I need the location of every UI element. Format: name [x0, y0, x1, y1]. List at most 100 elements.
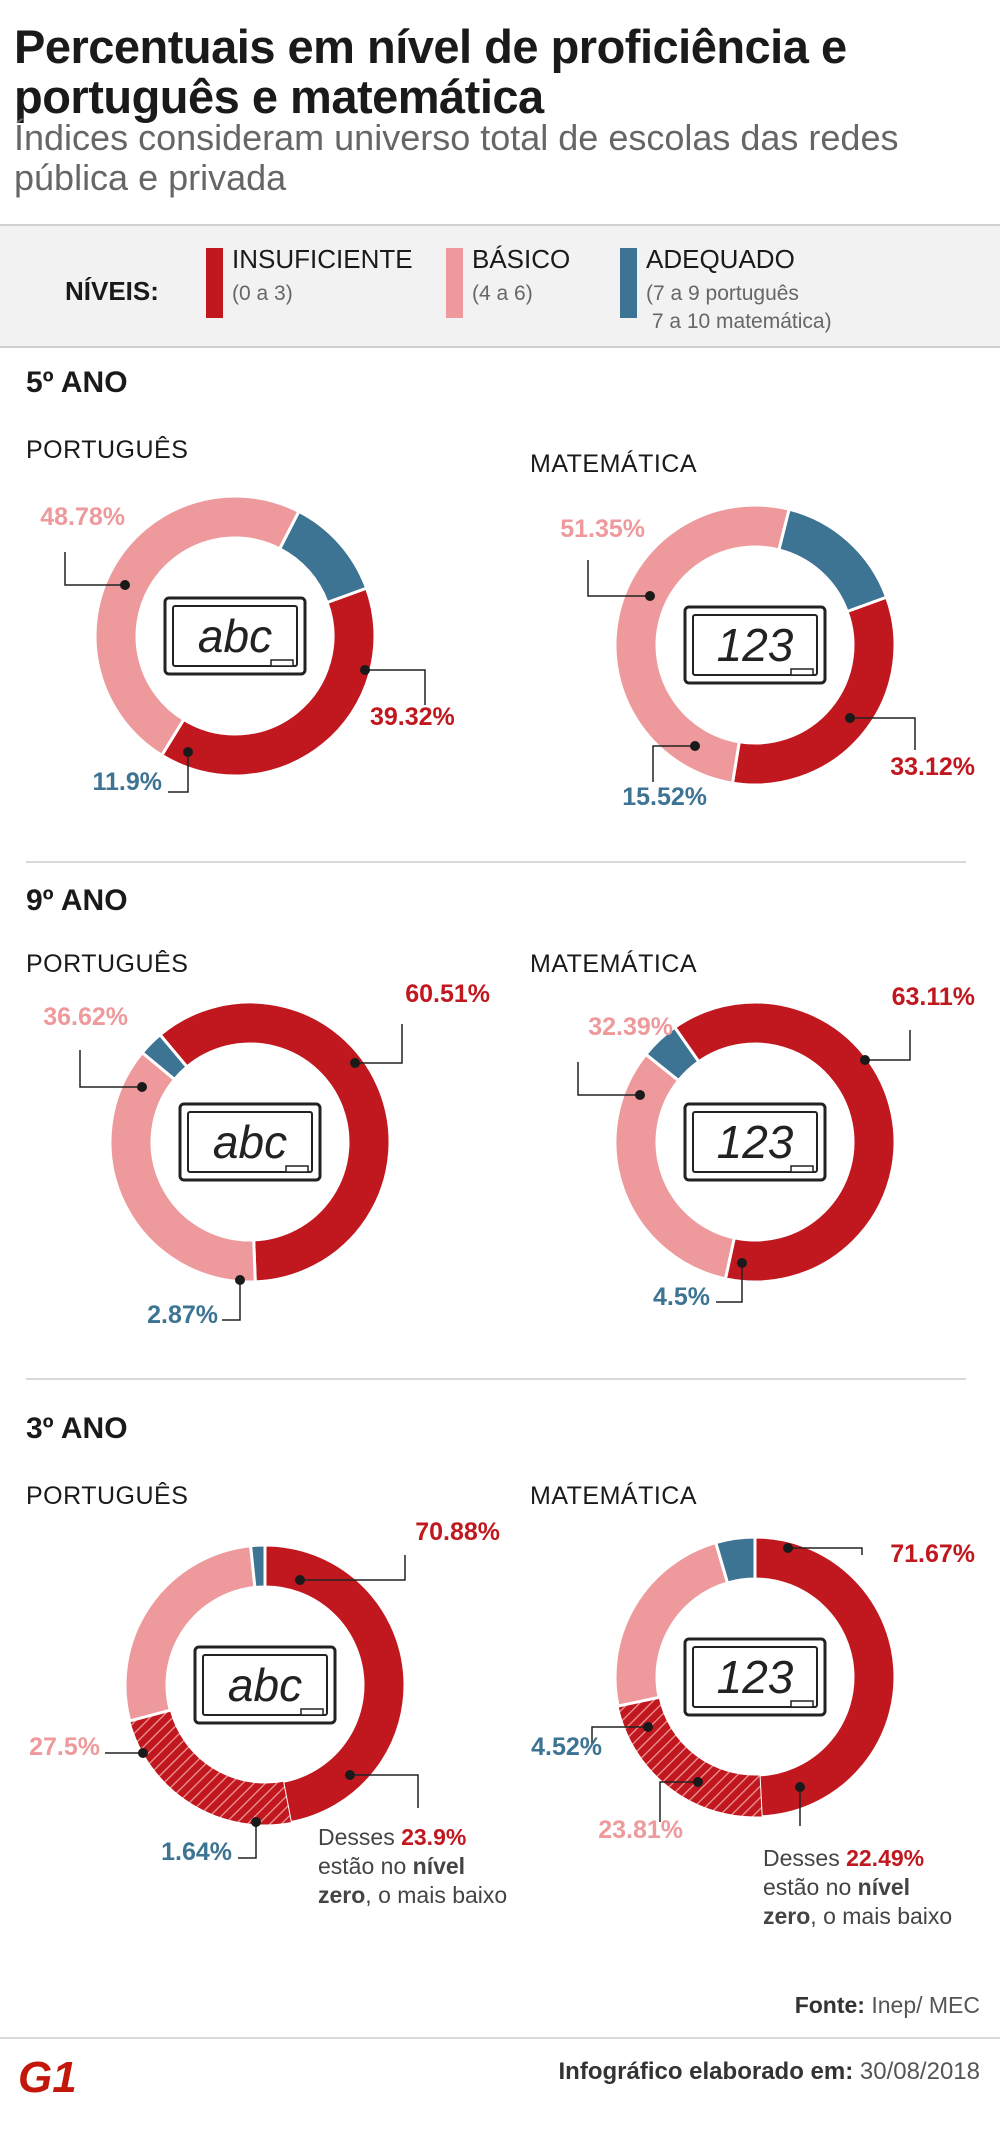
- legend-swatch-adequado: [620, 248, 637, 318]
- leader-line: [365, 669, 426, 705]
- leader-line: [788, 1547, 863, 1555]
- legend-desc-insuficiente: (0 a 3): [232, 282, 293, 305]
- leader-line: [587, 560, 650, 597]
- leader-dot: [251, 1817, 261, 1827]
- chalkboard-text: 123: [717, 619, 794, 671]
- data-label-basico: 32.39%: [588, 1013, 673, 1041]
- donut-chart-5: 70.88% 27.5% 1.64% Desses 23.9% estão no nív…: [29, 1518, 507, 1908]
- leader-dot: [350, 1058, 360, 1068]
- nivel-zero-note: zero, o mais baixo: [763, 1903, 952, 1929]
- legend-desc-basico: (4 a 6): [472, 282, 533, 305]
- chalkboard-portugues-icon: abc: [193, 1645, 337, 1725]
- data-label-insuficiente: 71.67%: [890, 1540, 975, 1568]
- leader-line: [64, 552, 125, 586]
- subject-label-portugues: PORTUGUÊS: [26, 1482, 189, 1510]
- data-label-insuficiente: 70.88%: [415, 1518, 500, 1546]
- donut-chart-2: 33.12% 51.35% 15.52%: [560, 503, 975, 811]
- donut-slice-basico: [108, 1050, 257, 1284]
- donut-slice-adequado: [713, 1535, 757, 1585]
- leader-dot: [737, 1258, 747, 1268]
- leader-dot: [360, 665, 370, 675]
- chalkboard-text: 123: [717, 1116, 794, 1168]
- data-label-adequado: 11.9%: [92, 768, 162, 796]
- source-label: Fonte:: [794, 1992, 865, 2018]
- data-label-adequado: 1.64%: [161, 1838, 232, 1866]
- page-title: Percentuais em nível de proficiência e p…: [14, 20, 847, 123]
- chalkboard-text: 123: [717, 1651, 794, 1703]
- leader-line: [591, 1726, 648, 1745]
- leader-dot: [845, 713, 855, 723]
- nivel-zero-note: zero, o mais baixo: [318, 1882, 507, 1908]
- chalkboard-matematica-icon: 123: [683, 1637, 827, 1717]
- donut-slice-basico: [93, 494, 301, 758]
- donut-slice-insuficiente: [157, 1000, 392, 1284]
- subject-label-matematica: MATEMÁTICA: [530, 1482, 698, 1510]
- leader-line: [577, 1062, 640, 1096]
- legend-desc-adequado: (7 a 9 português 7 a 10 matemática): [646, 282, 832, 333]
- subject-label-matematica: MATEMÁTICA: [530, 950, 698, 978]
- donut-chart-6: 71.67% 23.81% 4.52% Desses 22.49% estão no n…: [531, 1535, 975, 1929]
- data-label-adequado: 4.5%: [653, 1283, 710, 1311]
- donut-slice-insuficiente: [672, 1000, 897, 1284]
- leader-dot: [295, 1575, 305, 1585]
- donut-slice-insuficiente: [159, 586, 377, 778]
- made-date-note: Infográfico elaborado em: 30/08/2018: [559, 2058, 981, 2086]
- page-subtitle: Índices consideram universo total de esc…: [14, 117, 899, 198]
- data-label-basico: 23.81%: [598, 1816, 683, 1844]
- data-label-basico: 48.78%: [40, 503, 125, 531]
- leader-dot: [693, 1777, 703, 1787]
- made-date: 30/08/2018: [859, 2058, 980, 2085]
- leader-line: [865, 1030, 911, 1061]
- leader-dot: [183, 747, 193, 757]
- data-label-adequado: 4.52%: [531, 1733, 602, 1761]
- g1-logo-text: G1: [18, 2053, 77, 2100]
- data-label-basico: 27.5%: [29, 1733, 100, 1761]
- legend-label-insuficiente: INSUFICIENTE: [232, 244, 413, 274]
- section-divider: [26, 1378, 966, 1380]
- donut-slice-nivel-zero: [129, 1709, 293, 1826]
- source-note: Fonte: Inep/ MEC: [795, 1992, 980, 2019]
- donut-chart-1: 39.32% 48.78% 11.9%: [40, 494, 455, 796]
- leader-line: [350, 1774, 419, 1808]
- donut-slice-adequado: [140, 1032, 190, 1082]
- leader-line: [79, 1050, 142, 1088]
- data-label-insuficiente: 60.51%: [405, 980, 490, 1008]
- section-title-9-ano: 9º ANO: [26, 884, 128, 917]
- source-value: Inep/ MEC: [871, 1992, 980, 2018]
- leader-dot: [635, 1090, 645, 1100]
- legend: NÍVEIS: INSUFICIENTE (0 a 3) BÁSICO (4 a…: [0, 224, 1000, 348]
- data-label-adequado: 15.52%: [622, 783, 707, 811]
- nivel-zero-note: Desses 23.9%: [318, 1824, 466, 1850]
- made-label: Infográfico elaborado em:: [558, 2058, 854, 2085]
- data-label-basico: 36.62%: [43, 1003, 128, 1031]
- chalkboard-text: abc: [213, 1116, 287, 1168]
- leader-dot: [690, 741, 700, 751]
- data-label-insuficiente: 33.12%: [890, 753, 975, 781]
- donut-chart-4: 63.11% 32.39% 4.5%: [577, 983, 975, 1311]
- leader-dot: [860, 1055, 870, 1065]
- data-label-insuficiente: 63.11%: [892, 983, 975, 1011]
- leader-dot: [138, 1748, 148, 1758]
- nivel-zero-note: estão no nível: [318, 1853, 465, 1879]
- footer-divider: [0, 2037, 1000, 2039]
- leader-line: [850, 717, 916, 750]
- leader-line: [222, 1280, 241, 1321]
- chalkboard-matematica-icon: 123: [683, 605, 827, 685]
- chalkboard-portugues-icon: abc: [178, 1102, 322, 1182]
- donut-chart-3: 60.51% 36.62% 2.87%: [43, 980, 490, 1329]
- leader-line: [355, 1024, 403, 1064]
- chalkboard-text: abc: [198, 610, 272, 662]
- chalkboard-matematica-icon: 123: [683, 1102, 827, 1182]
- leader-dot: [783, 1543, 793, 1553]
- leader-line: [659, 1781, 698, 1822]
- subject-label-matematica: MATEMÁTICA: [530, 450, 698, 478]
- leader-dot: [345, 1770, 355, 1780]
- subject-label-portugues: PORTUGUÊS: [26, 950, 189, 978]
- legend-swatch-insuficiente: [206, 248, 223, 318]
- chalkboard-text: abc: [228, 1659, 302, 1711]
- leader-line: [300, 1555, 406, 1581]
- donut-slice-adequado: [643, 1025, 701, 1083]
- data-label-basico: 51.35%: [560, 515, 645, 543]
- donut-slice-adequado: [277, 509, 369, 605]
